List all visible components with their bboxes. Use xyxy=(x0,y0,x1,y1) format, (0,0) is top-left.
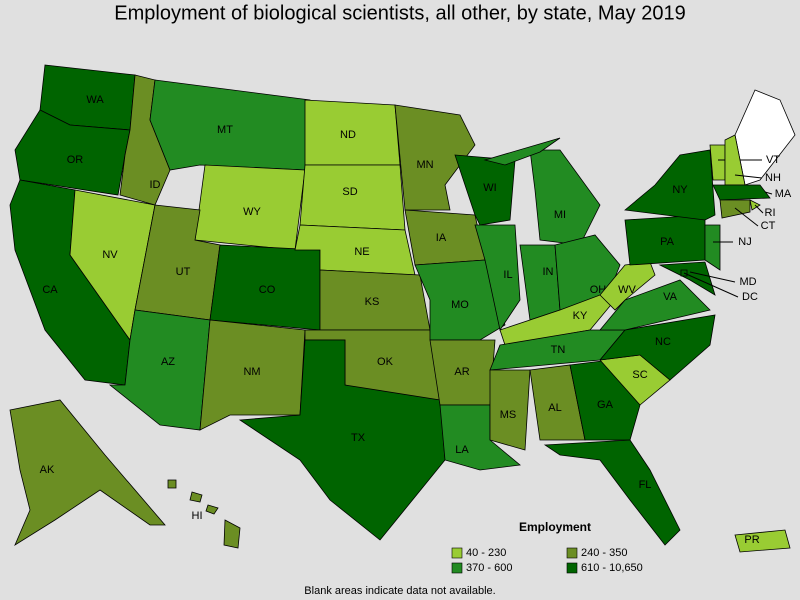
state-label: DC xyxy=(742,291,758,303)
state-shape xyxy=(238,339,446,541)
state-label: MI xyxy=(554,209,566,221)
legend-title: Employment xyxy=(519,520,591,534)
legend-label: 370 - 600 xyxy=(466,562,512,574)
state-label: NC xyxy=(655,336,671,348)
state-label: WA xyxy=(86,94,104,106)
leader-line xyxy=(734,207,759,227)
state-label: NE xyxy=(354,246,369,258)
state-shape xyxy=(223,519,241,549)
state-label: KY xyxy=(573,310,588,322)
legend: Employment 40 - 230 240 - 350 370 - 600 610… xyxy=(451,520,643,574)
state-shape xyxy=(9,399,166,547)
state-label: CO xyxy=(259,284,276,296)
legend-swatch xyxy=(566,547,578,559)
state-label: SC xyxy=(632,369,647,381)
state-shape xyxy=(205,504,219,515)
state-shape xyxy=(704,224,721,271)
state-shape xyxy=(709,144,726,181)
state-label: NV xyxy=(102,249,118,261)
state-shape xyxy=(624,149,716,221)
leader-line xyxy=(689,271,736,283)
state-label: AL xyxy=(548,402,561,414)
leader-line xyxy=(683,272,739,298)
legend-swatch xyxy=(451,562,463,574)
legend-label: 240 - 350 xyxy=(581,547,627,559)
state-label: KS xyxy=(365,296,380,308)
state-label: SD xyxy=(342,186,357,198)
state-shape xyxy=(189,491,203,503)
state-label: HI xyxy=(192,510,203,522)
state-label: ND xyxy=(340,129,356,141)
state-label: TN xyxy=(551,344,566,356)
state-label: VA xyxy=(663,291,678,303)
state-label: CT xyxy=(761,220,776,232)
footnote: Blank areas indicate data not available. xyxy=(304,585,495,597)
state-label: LA xyxy=(455,444,469,456)
state-label: NJ xyxy=(738,236,751,248)
state-label: IL xyxy=(503,269,512,281)
state-shape xyxy=(599,279,711,331)
state-shape xyxy=(199,319,306,431)
state-label: OK xyxy=(377,356,394,368)
state-label: NH xyxy=(765,172,781,184)
state-label: NM xyxy=(243,366,260,378)
legend-swatch xyxy=(451,547,463,559)
state-label: GA xyxy=(597,399,614,411)
state-label: OR xyxy=(67,154,84,166)
state-shape xyxy=(658,261,716,296)
state-label: CA xyxy=(42,284,58,296)
state-label: WI xyxy=(483,182,496,194)
state-label: MA xyxy=(775,188,792,200)
state-label: MN xyxy=(416,159,433,171)
state-label: AZ xyxy=(161,356,175,368)
state-label: MO xyxy=(451,299,469,311)
states: WA OR CA NV ID MT WY UT AZ CO NM ND SD NE KS OK TX MN IA MO… xyxy=(9,64,792,553)
state-label: WY xyxy=(243,206,261,218)
state-label: AR xyxy=(454,366,469,378)
legend-label: 610 - 10,650 xyxy=(581,562,643,574)
state-shape xyxy=(489,369,531,451)
state-shape xyxy=(734,529,791,553)
legend-label: 40 - 230 xyxy=(466,547,506,559)
leader-line xyxy=(734,174,763,179)
state-label: MT xyxy=(217,124,233,136)
state-label: IN xyxy=(543,266,554,278)
state-shape xyxy=(474,224,521,332)
leader-line xyxy=(764,191,773,195)
state-label: AK xyxy=(40,464,55,476)
state-label: UT xyxy=(176,266,191,278)
state-label: PR xyxy=(744,534,759,546)
state-label: TX xyxy=(351,432,366,444)
state-label: MS xyxy=(500,409,517,421)
leader-line xyxy=(754,204,764,214)
state-label: FL xyxy=(639,479,652,491)
state-shape xyxy=(167,479,177,489)
state-shape xyxy=(543,439,681,546)
state-label: IA xyxy=(436,232,447,244)
state-label: MD xyxy=(739,276,756,288)
state-shape xyxy=(712,184,771,201)
state-label: ID xyxy=(150,179,161,191)
state-shape xyxy=(599,261,656,311)
state-label: VT xyxy=(766,154,780,166)
state-shape xyxy=(14,109,131,196)
legend-swatch xyxy=(566,562,578,574)
state-label: PA xyxy=(660,236,675,248)
state-shape xyxy=(483,137,561,166)
map-title: Employment of biological scientists, all… xyxy=(114,2,685,24)
state-label: RI xyxy=(765,207,776,219)
state-label: NY xyxy=(672,184,688,196)
state-label: WV xyxy=(618,284,636,296)
